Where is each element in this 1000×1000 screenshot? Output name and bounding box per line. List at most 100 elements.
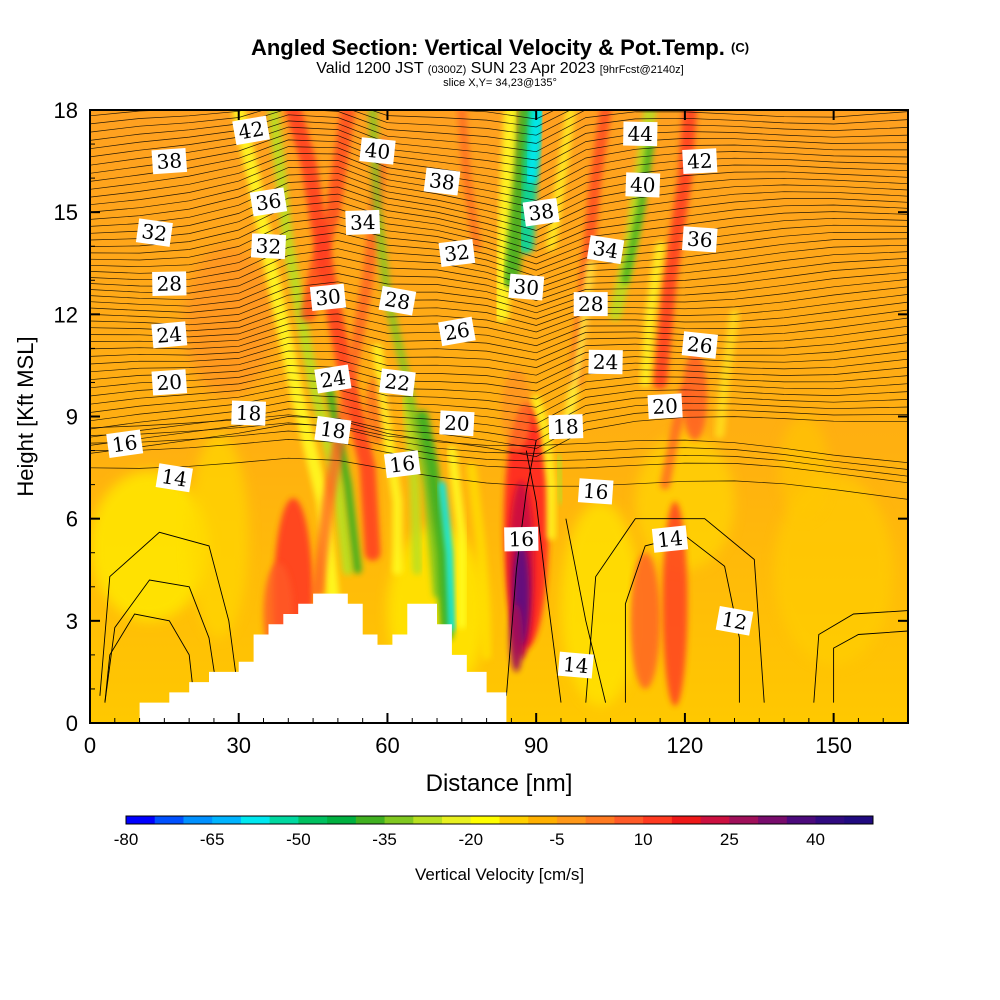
theta-contour-lowlevel-2 <box>99 531 240 696</box>
velocity-streak-13 <box>457 110 482 251</box>
theta-label-box <box>423 167 461 196</box>
colorbar-swatch-11 <box>442 816 472 824</box>
theta-contour-5 <box>90 416 908 457</box>
theta-label-20: 24 <box>151 321 188 349</box>
theta-contour-57 <box>90 38 908 74</box>
velocity-cell-14 <box>509 603 524 672</box>
colorbar-swatch-24 <box>815 816 845 824</box>
velocity-streak-23 <box>653 110 697 390</box>
terrain <box>90 593 908 723</box>
y-tick-label: 9 <box>66 405 78 430</box>
theta-label-7: 42 <box>682 148 718 174</box>
velocity-cell-0 <box>90 470 209 621</box>
theta-label-19: 28 <box>573 292 608 317</box>
theta-contour-13 <box>90 358 908 392</box>
theta-contour-lowlevel-0 <box>104 613 195 703</box>
theta-label-15: 28 <box>152 271 187 296</box>
theta-contour-37 <box>90 179 908 231</box>
theta-label-text: 24 <box>156 322 183 348</box>
theta-contour-8 <box>90 396 908 433</box>
colorbar-swatch-16 <box>585 816 615 824</box>
theta-contour-11 <box>90 375 908 408</box>
theta-label-25: 24 <box>314 364 352 394</box>
theta-label-text: 28 <box>156 271 182 295</box>
colorbar-swatch-20 <box>700 816 730 824</box>
theta-label-text: 24 <box>593 350 619 374</box>
theta-label-21: 26 <box>438 316 476 347</box>
theta-label-5: 38 <box>423 167 461 196</box>
chart-title-mark: (C) <box>731 40 750 55</box>
theta-label-16: 30 <box>309 283 347 312</box>
theta-contour-60 <box>90 15 908 54</box>
theta-contour-20 <box>90 301 908 340</box>
theta-contour-43 <box>90 139 908 185</box>
theta-label-box <box>522 197 560 227</box>
theta-label-8: 38 <box>522 197 560 227</box>
theta-label-box <box>231 400 267 426</box>
colorbar-swatch-25 <box>844 816 874 824</box>
theta-contour-38 <box>90 172 908 224</box>
theta-contour-46 <box>90 120 908 161</box>
theta-contour-26 <box>90 257 908 301</box>
theta-contour-lowlevel-1 <box>104 579 220 703</box>
theta-label-box <box>378 285 417 316</box>
theta-label-text: 16 <box>582 479 609 505</box>
chart-subtitle: Valid 1200 JST (0300Z) SUN 23 Apr 2023 [… <box>0 60 1000 79</box>
theta-contour-18 <box>90 317 908 354</box>
theta-label-box <box>232 115 270 146</box>
theta-label-text: 38 <box>527 199 556 226</box>
theta-label-box <box>438 239 476 267</box>
theta-label-box <box>439 410 475 437</box>
colorbar-tick-label: -65 <box>200 830 225 849</box>
colorbar-swatch-18 <box>643 816 673 824</box>
terrain-profile <box>90 593 908 723</box>
theta-contour-33 <box>90 208 908 258</box>
theta-label-37: 14 <box>651 525 689 553</box>
colorbar-tick-label: -80 <box>114 830 139 849</box>
theta-contour-32 <box>90 216 908 265</box>
theta-label-box <box>682 148 718 174</box>
colorbar-tick-label: -50 <box>286 830 311 849</box>
y-tick-label: 6 <box>66 507 78 532</box>
theta-label-box <box>152 271 187 296</box>
theta-label-28: 20 <box>647 393 683 420</box>
theta-label-text: 42 <box>686 148 713 173</box>
theta-label-text: 30 <box>314 284 342 311</box>
theta-contour-3 <box>90 422 908 470</box>
colorbar-swatch-2 <box>183 816 213 824</box>
theta-label-27: 18 <box>231 400 267 426</box>
theta-label-box <box>250 233 287 260</box>
theta-label-26: 22 <box>379 368 416 397</box>
theta-label-text: 14 <box>562 652 589 678</box>
theta-label-text: 18 <box>235 401 261 426</box>
theta-contour-63 <box>90 0 908 35</box>
theta-contour-41 <box>90 153 908 201</box>
theta-label-box <box>345 209 381 235</box>
theta-label-text: 20 <box>156 370 183 396</box>
theta-contour-52 <box>526 110 540 112</box>
velocity-cell-15 <box>682 351 708 441</box>
theta-label-9: 32 <box>135 218 173 247</box>
colorbar-swatch-1 <box>154 816 184 824</box>
colorbar-tick-label: -5 <box>549 830 564 849</box>
theta-contour-1 <box>90 439 908 484</box>
theta-label-text: 14 <box>656 526 684 553</box>
velocity-streak-12 <box>466 462 492 660</box>
colorbar-swatch-22 <box>758 816 788 824</box>
colorbar-swatch-0 <box>126 816 156 824</box>
theta-contour-39 <box>90 166 908 217</box>
theta-contour-14 <box>90 350 908 384</box>
velocity-streak-7 <box>402 394 423 575</box>
theta-label-text: 34 <box>350 210 376 235</box>
theta-contour-lowlevel-5 <box>833 630 908 703</box>
velocity-cell-17 <box>501 368 532 451</box>
theta-label-32: 18 <box>548 414 584 440</box>
theta-label-text: 26 <box>686 332 714 359</box>
velocity-streak-10 <box>438 481 456 632</box>
theta-contour-42 <box>90 146 908 193</box>
velocity-streak-22 <box>621 140 655 285</box>
chart-title: Angled Section: Vertical Velocity & Pot.… <box>0 36 1000 60</box>
colorbar-swatch-13 <box>499 816 529 824</box>
theta-contour-35 <box>90 193 908 245</box>
theta-label-box <box>573 292 608 317</box>
